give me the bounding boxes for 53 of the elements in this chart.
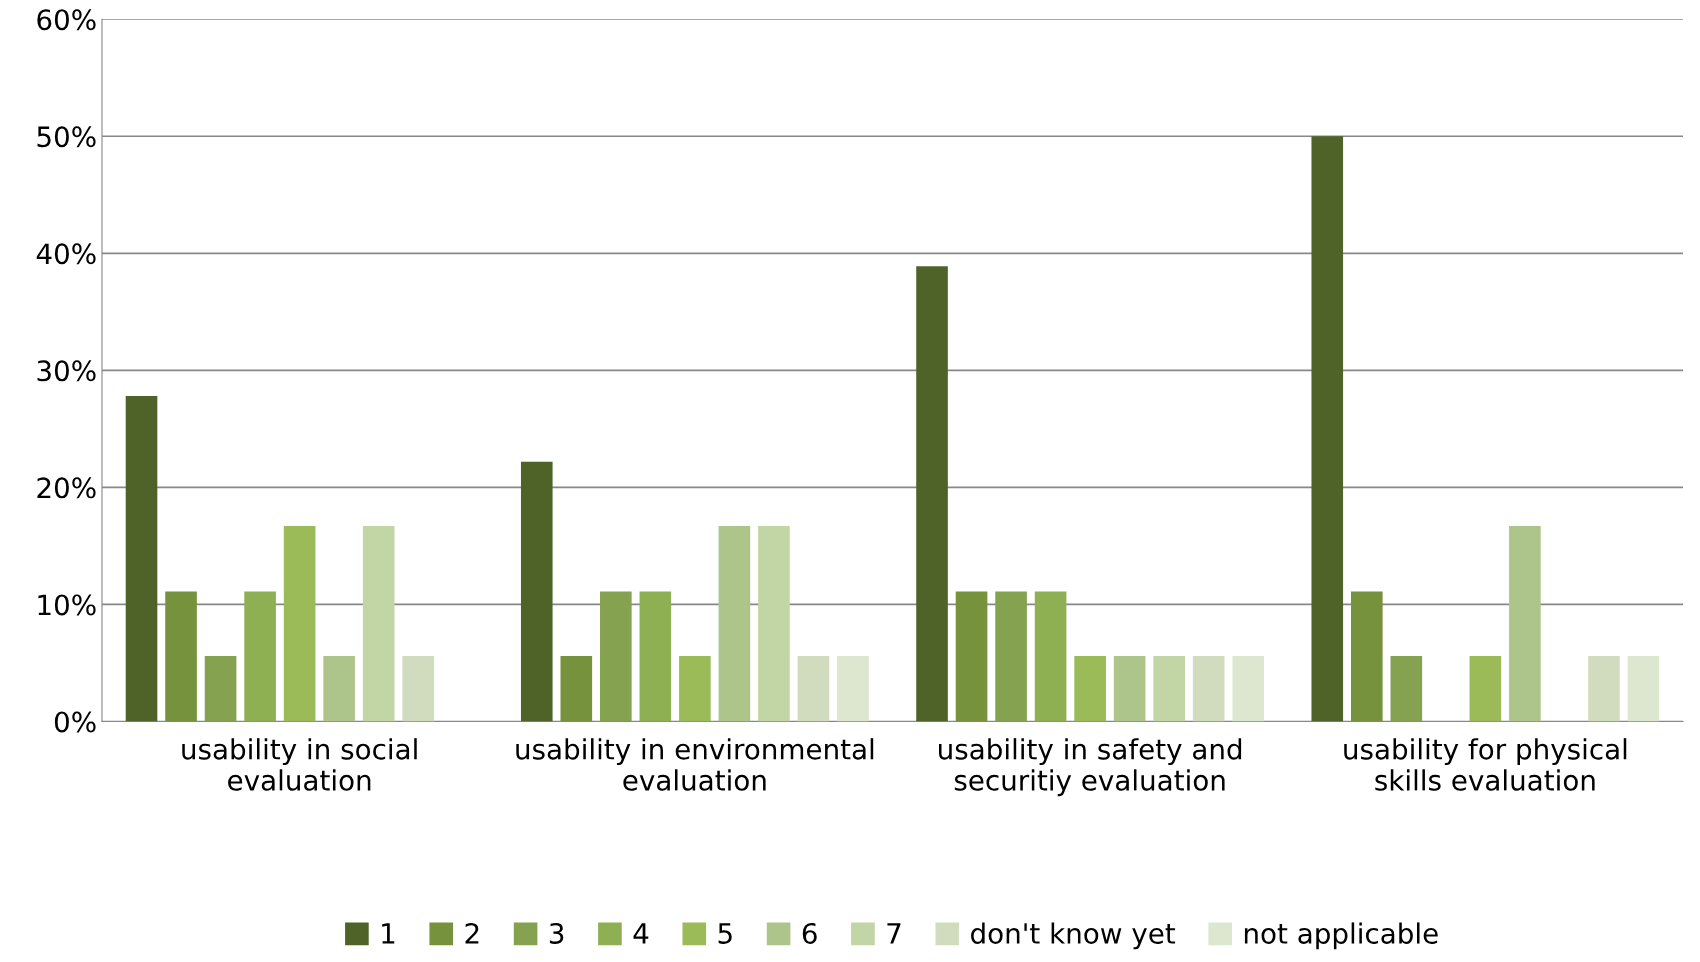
legend-label: 6 <box>802 922 817 944</box>
bar <box>165 591 197 722</box>
bar <box>362 526 395 722</box>
bar <box>916 266 948 722</box>
bar <box>244 591 276 722</box>
bar <box>1390 655 1423 722</box>
bar <box>1192 655 1225 722</box>
x-tick-label: usability for physical skills evaluation <box>1344 738 1627 791</box>
y-tick-label: 30% <box>37 360 96 382</box>
bar <box>758 526 790 722</box>
bar <box>560 655 593 722</box>
bar <box>679 655 711 722</box>
x-tick-label: usability in social evaluation <box>182 738 417 791</box>
y-tick-label: 40% <box>36 243 96 265</box>
legend-label: not applicable <box>1244 922 1438 950</box>
y-tick-label: 10% <box>38 594 96 616</box>
bar <box>1113 655 1146 722</box>
bar <box>837 655 869 722</box>
bar <box>1509 526 1541 722</box>
bar <box>520 461 553 722</box>
y-tick-label: 50% <box>37 126 96 148</box>
legend-label: 1 <box>382 923 395 944</box>
legend-label: don't know yet <box>971 922 1176 950</box>
bar <box>718 526 751 722</box>
bar <box>1588 655 1620 722</box>
bar <box>955 591 988 722</box>
legend-label: 4 <box>633 923 649 944</box>
bar <box>125 396 158 722</box>
bar <box>204 655 237 722</box>
legend-label: 7 <box>887 923 901 944</box>
legend-label: 5 <box>718 923 732 944</box>
bar <box>1153 655 1185 722</box>
bar <box>639 591 672 722</box>
bar <box>323 655 355 722</box>
bar <box>1034 591 1067 722</box>
legend-label: 3 <box>549 922 564 944</box>
bar <box>1350 591 1383 722</box>
bar <box>797 655 830 722</box>
bar <box>600 591 632 722</box>
x-tick-label: usability in environmental evaluation <box>516 738 874 791</box>
y-tick-label: 0% <box>54 711 96 733</box>
legend-label: 2 <box>465 922 479 944</box>
bar <box>1627 655 1660 722</box>
bar <box>995 591 1027 722</box>
bar <box>1311 136 1344 722</box>
bar <box>1469 655 1502 722</box>
x-tick-label: usability in safety and securitiy evaluation <box>939 738 1242 797</box>
bar <box>283 526 316 722</box>
bar <box>1074 655 1106 722</box>
y-tick-label: 20% <box>37 477 96 499</box>
y-tick-label: 60% <box>37 9 96 31</box>
bar <box>402 655 435 722</box>
bar <box>1232 655 1265 722</box>
